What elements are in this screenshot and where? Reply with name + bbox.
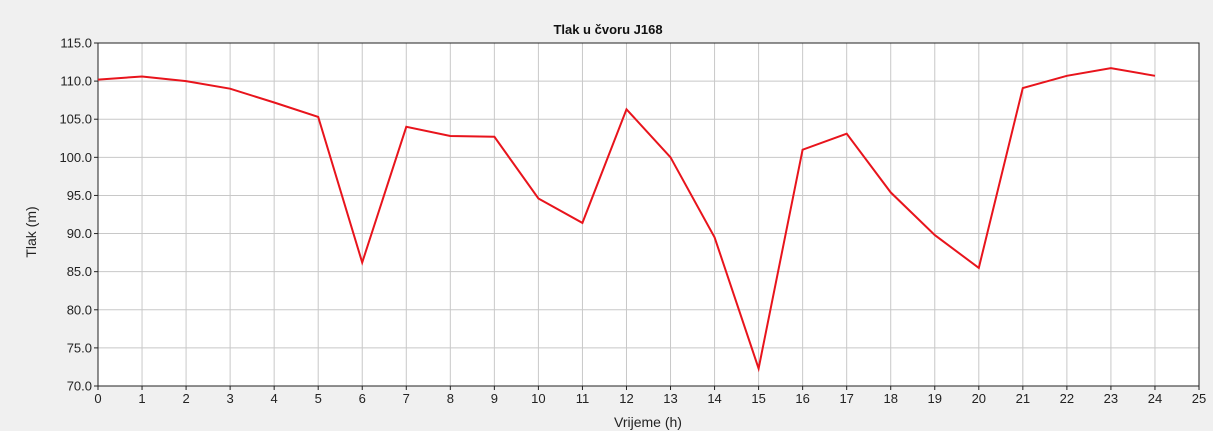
chart-title: Tlak u čvoru J168 — [553, 22, 662, 37]
plot-border — [97, 42, 1200, 387]
y-axis-label: Tlak (m) — [23, 206, 39, 257]
x-tick-label: 7 — [403, 391, 410, 406]
x-tick-label: 18 — [883, 391, 897, 406]
x-tick-label: 10 — [531, 391, 545, 406]
series-line — [97, 67, 1156, 373]
y-tick-label: 100.0 — [59, 150, 92, 165]
x-tick-label: 0 — [94, 391, 101, 406]
x-tick-label: 4 — [271, 391, 278, 406]
x-tick-label: 17 — [839, 391, 853, 406]
x-tick-label: 5 — [315, 391, 322, 406]
y-tick-label: 85.0 — [67, 264, 92, 279]
x-tick-label: 22 — [1060, 391, 1074, 406]
y-tick-label: 90.0 — [67, 226, 92, 241]
x-tick-label: 15 — [751, 391, 765, 406]
x-tick-label: 16 — [795, 391, 809, 406]
x-tick-label: 25 — [1192, 391, 1206, 406]
x-tick-label: 14 — [707, 391, 721, 406]
x-axis-label: Vrijeme (h) — [614, 414, 682, 430]
y-tick-label: 75.0 — [67, 340, 92, 355]
x-tick-label: 20 — [972, 391, 986, 406]
x-tick-label: 21 — [1016, 391, 1030, 406]
y-tick-label: 70.0 — [67, 379, 92, 394]
x-tick-label: 12 — [619, 391, 633, 406]
x-tick-label: 24 — [1148, 391, 1162, 406]
y-tick-label: 95.0 — [67, 188, 92, 203]
x-tick-label: 23 — [1104, 391, 1118, 406]
plot-area — [98, 43, 1199, 386]
y-tick-label: 110.0 — [60, 74, 92, 89]
y-tick-label: 80.0 — [67, 302, 92, 317]
x-tick-label: 1 — [138, 391, 145, 406]
x-tick-label: 11 — [576, 391, 590, 406]
x-tick-label: 6 — [359, 391, 366, 406]
y-tick-label: 115.0 — [60, 36, 92, 51]
y-tick-label: 105.0 — [59, 112, 92, 127]
x-tick-label: 8 — [447, 391, 454, 406]
x-tick-label: 19 — [928, 391, 942, 406]
x-tick-label: 2 — [182, 391, 189, 406]
x-tick-label: 3 — [227, 391, 234, 406]
x-tick-label: 9 — [491, 391, 498, 406]
x-tick-label: 13 — [663, 391, 677, 406]
